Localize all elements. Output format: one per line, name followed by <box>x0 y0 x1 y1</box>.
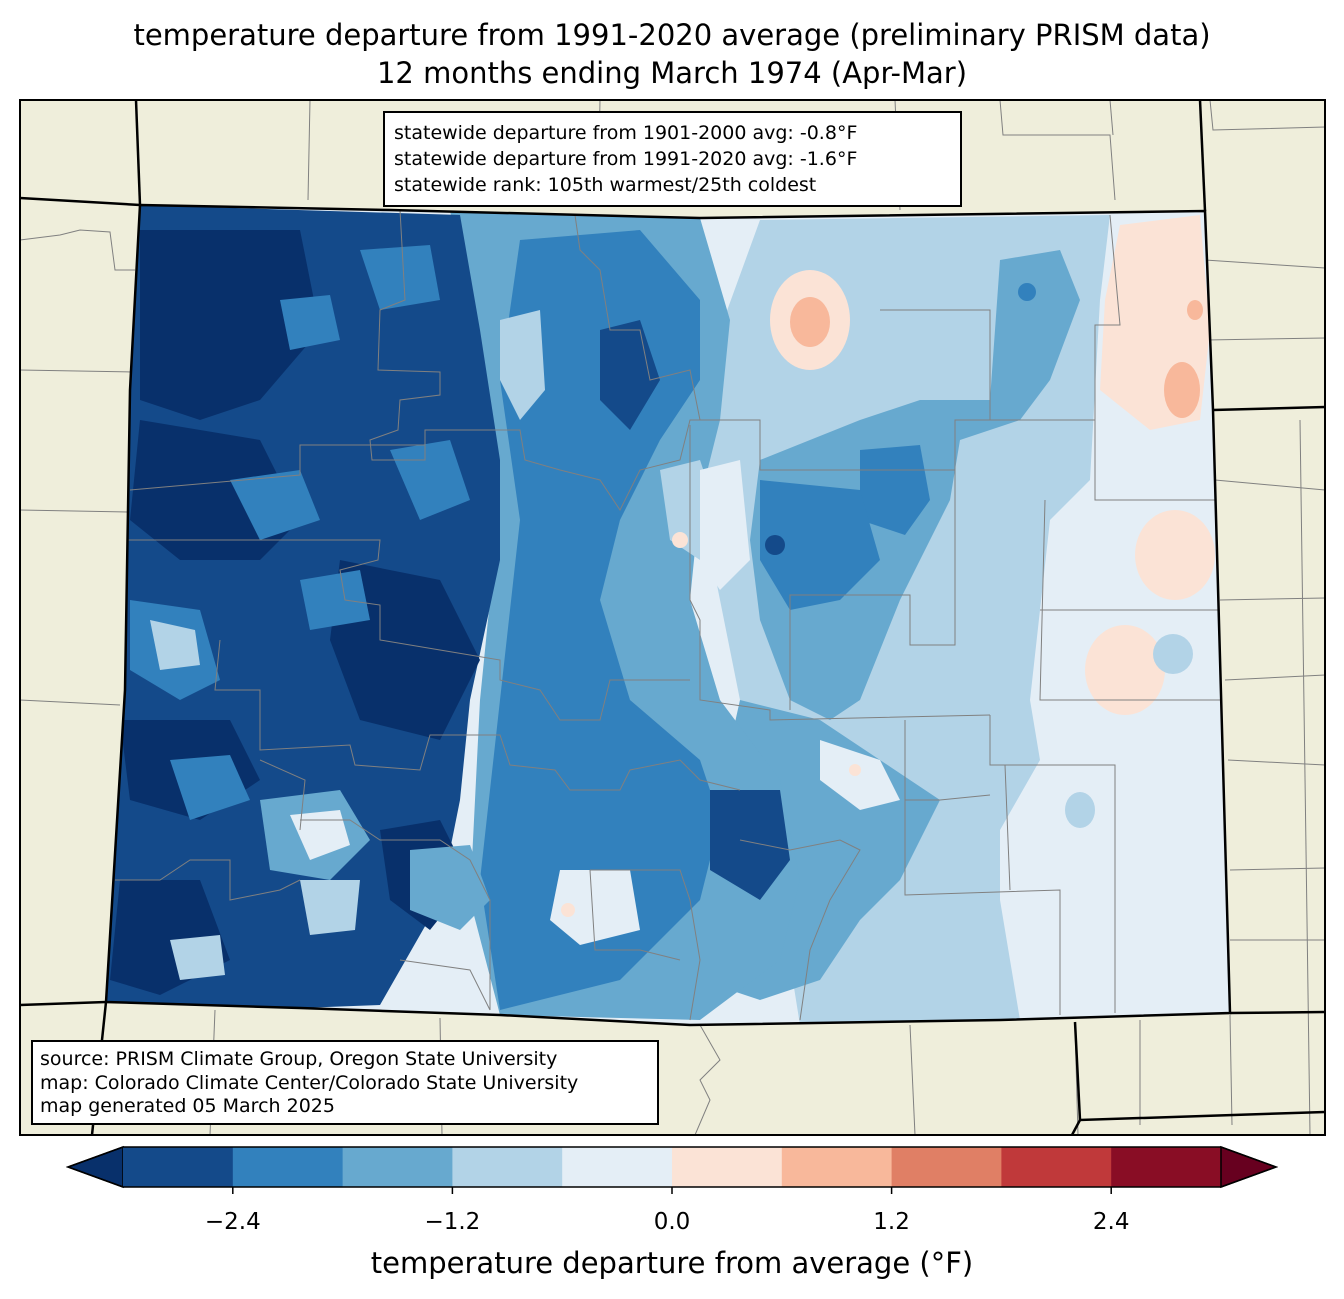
colorbar-bin <box>452 1147 563 1187</box>
stats-departure-1991-2020: statewide departure from 1991-2020 avg: … <box>394 148 857 170</box>
colorbar-bin <box>123 1147 234 1187</box>
colorbar-bin <box>1001 1147 1112 1187</box>
colorbar-bin <box>781 1147 893 1187</box>
colorado-border <box>104 203 1232 1027</box>
colorbar-label: temperature departure from average (°F) <box>371 1246 973 1280</box>
credits-generated: map generated 05 March 2025 <box>40 1095 335 1117</box>
colorbar-tick-label: 2.4 <box>1093 1209 1130 1235</box>
colorbar-tick-label: −1.2 <box>424 1209 480 1235</box>
colorbar-bin <box>891 1147 1002 1187</box>
map-frame <box>19 99 1326 1136</box>
colorbar-outline <box>65 1146 1279 1188</box>
colorbar-bin <box>342 1147 453 1187</box>
colorbar-bin <box>562 1147 673 1187</box>
credits-source: source: PRISM Climate Group, Oregon Stat… <box>40 1048 557 1070</box>
colorbar-tick-label: −2.4 <box>205 1209 261 1235</box>
colorbar <box>65 1145 1279 1189</box>
county-lines <box>115 209 1225 1021</box>
colorbar-bin <box>1111 1147 1222 1187</box>
temperature-field <box>106 205 1230 1025</box>
statewide-stats-box: statewide departure from 1901-2000 avg: … <box>383 111 962 207</box>
colorbar-tick-label: 0.0 <box>654 1209 691 1235</box>
credits-box: source: PRISM Climate Group, Oregon Stat… <box>31 1040 659 1125</box>
colorbar-ticks: −2.4 −1.2 0.0 1.2 2.4 <box>205 1187 1130 1235</box>
map-area: statewide departure from 1901-2000 avg: … <box>20 100 1325 1135</box>
colorbar-bin <box>232 1147 344 1187</box>
stats-rank: statewide rank: 105th warmest/25th colde… <box>394 174 816 196</box>
map-title: temperature departure from 1991-2020 ave… <box>133 18 1210 52</box>
colorbar-extend-high <box>1220 1145 1279 1189</box>
colorbar-bin <box>672 1147 783 1187</box>
state-boundaries <box>20 100 1325 1135</box>
stats-departure-1901-2000: statewide departure from 1901-2000 avg: … <box>394 122 857 144</box>
map-subtitle: 12 months ending March 1974 (Apr-Mar) <box>377 56 967 90</box>
colorbar-extend-low <box>65 1145 124 1189</box>
credits-map: map: Colorado Climate Center/Colorado St… <box>40 1072 578 1094</box>
colorbar-tick-label: 1.2 <box>873 1209 910 1235</box>
